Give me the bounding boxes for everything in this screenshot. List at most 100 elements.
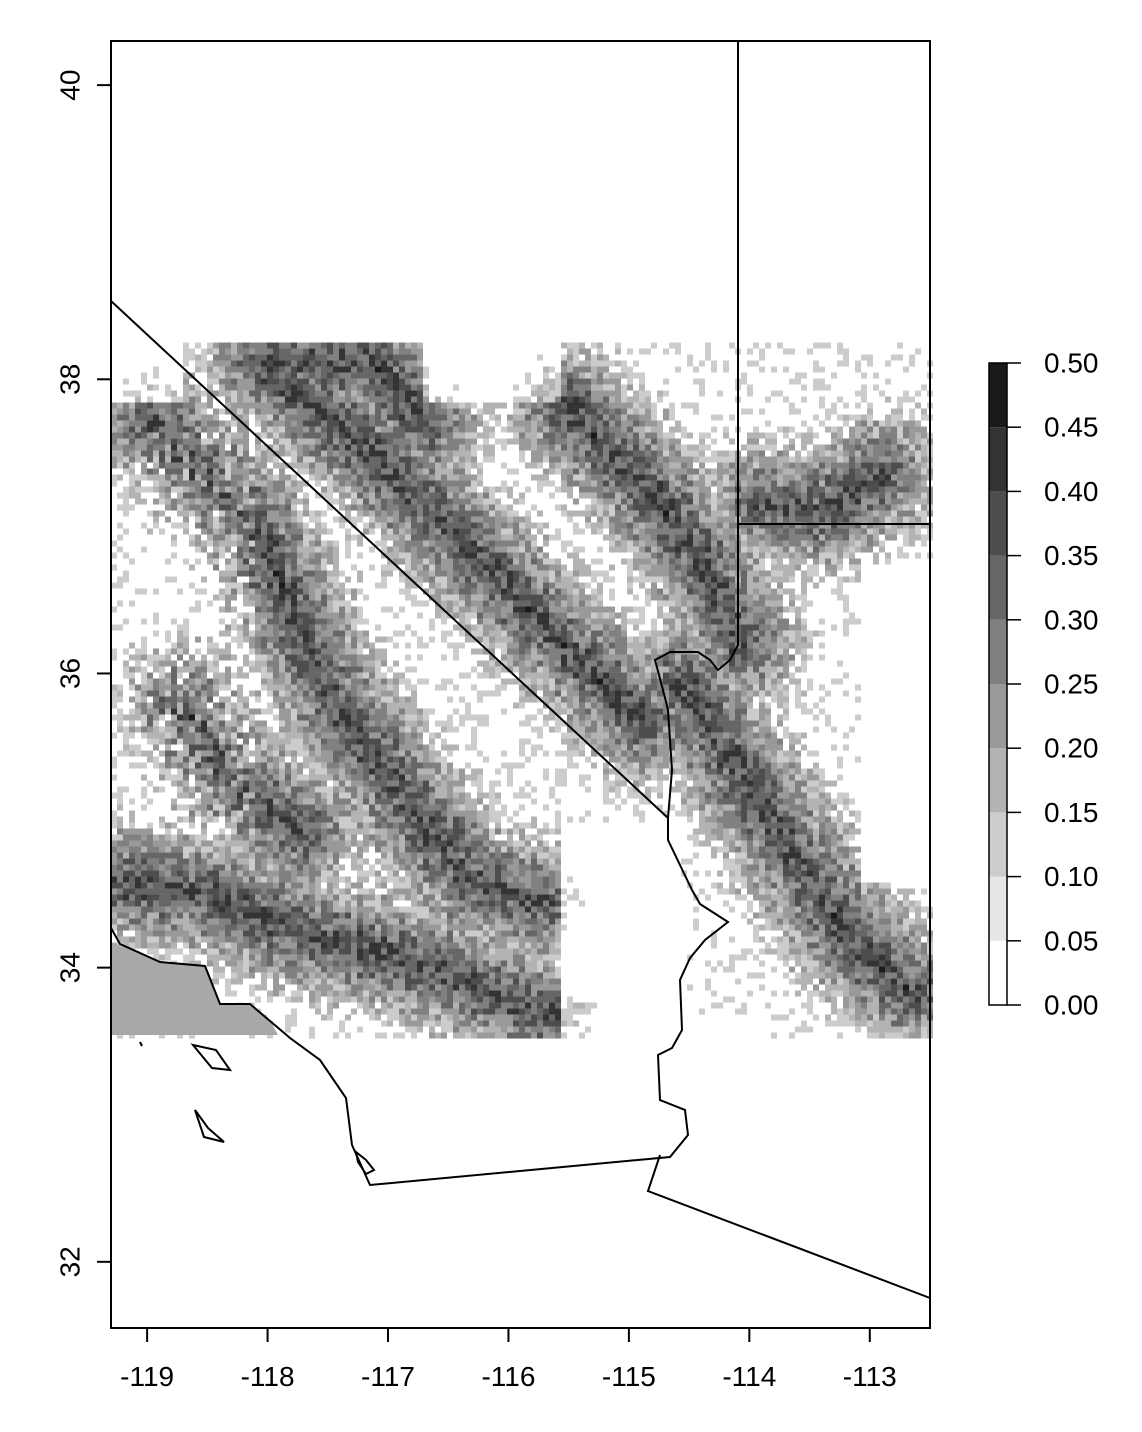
raster-cell [669,582,675,589]
raster-cell [327,438,333,445]
raster-cell [219,444,225,451]
raster-cell [267,600,273,607]
raster-cell [279,606,285,613]
raster-cell [417,354,423,361]
raster-cell [321,636,327,643]
raster-cell [549,588,555,595]
raster-cell [309,384,315,391]
raster-cell [471,414,477,421]
raster-cell [507,564,513,571]
raster-cell [285,438,291,445]
raster-cell [705,486,711,493]
raster-cell [843,474,849,481]
raster-cell [729,456,735,463]
raster-cell [771,498,777,505]
raster-cell [513,414,519,421]
raster-cell [381,522,387,529]
raster-cell [675,498,681,505]
raster-cell [585,480,591,487]
raster-cell [333,420,339,427]
raster-cell [531,588,537,595]
raster-cell [573,360,579,367]
raster-cell [915,390,921,397]
raster-cell [585,378,591,385]
raster-cell [663,636,669,643]
raster-cell [129,480,135,487]
raster-cell [765,474,771,481]
raster-cell [621,366,627,373]
raster-cell [381,510,387,517]
raster-cell [915,450,921,457]
raster-cell [423,480,429,487]
raster-cell [267,648,273,655]
raster-cell [375,408,381,415]
raster-cell [837,522,843,529]
raster-cell [621,528,627,535]
raster-cell [363,618,369,625]
raster-cell [303,426,309,433]
raster-cell [423,462,429,469]
raster-cell [363,390,369,397]
raster-cell [585,462,591,469]
raster-cell [279,414,285,421]
raster-cell [375,420,381,427]
raster-cell [831,498,837,505]
raster-cell [489,522,495,529]
raster-cell [579,396,585,403]
raster-cell [795,552,801,559]
raster-cell [207,348,213,355]
raster-cell [555,528,561,535]
raster-cell [549,366,555,373]
raster-cell [897,516,903,523]
raster-cell [543,600,549,607]
raster-cell [369,366,375,373]
raster-cell [279,504,285,511]
raster-cell [513,546,519,553]
raster-cell [453,600,459,607]
raster-cell [285,510,291,517]
raster-cell [585,444,591,451]
raster-cell [753,534,759,541]
raster-cell [561,378,567,385]
raster-cell [447,606,453,613]
raster-cell [759,594,765,601]
raster-cell [495,612,501,619]
raster-cell [501,540,507,547]
raster-cell [669,576,675,583]
raster-cell [441,552,447,559]
raster-cell [555,504,561,511]
raster-cell [771,558,777,565]
raster-cell [453,426,459,433]
raster-cell [525,618,531,625]
raster-cell [591,462,597,469]
raster-cell [723,462,729,469]
raster-cell [321,588,327,595]
raster-cell [201,522,207,529]
raster-cell [729,642,735,649]
raster-cell [723,432,729,439]
raster-cell [249,510,255,517]
raster-cell [729,606,735,613]
raster-cell [255,594,261,601]
raster-cell [267,492,273,499]
raster-cell [765,570,771,577]
raster-cell [237,396,243,403]
raster-cell [729,534,735,541]
raster-cell [357,588,363,595]
raster-cell [777,528,783,535]
raster-cell [567,486,573,493]
raster-cell [279,516,285,523]
raster-cell [369,642,375,649]
raster-cell [645,600,651,607]
raster-cell [345,480,351,487]
raster-cell [597,408,603,415]
raster-cell [831,552,837,559]
raster-cell [759,480,765,487]
raster-cell [285,642,291,649]
raster-cell [303,414,309,421]
raster-cell [345,438,351,445]
raster-cell [759,510,765,517]
raster-cell [831,450,837,457]
raster-cell [921,468,927,475]
raster-cell [231,516,237,523]
